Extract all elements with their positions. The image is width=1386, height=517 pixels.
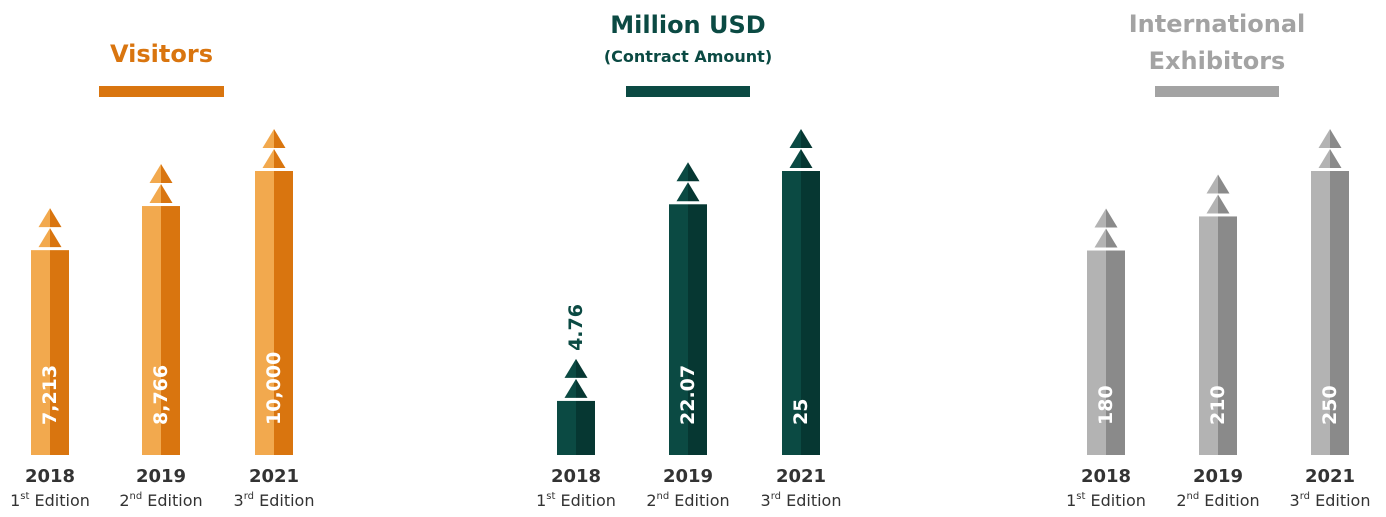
arrow-triangle	[1206, 174, 1218, 194]
arrow-triangle	[676, 162, 688, 182]
edition-label: 1st Edition	[536, 491, 616, 510]
arrow-triangle	[149, 164, 161, 184]
value-label: 25	[790, 399, 812, 425]
chart-title: International	[1129, 10, 1306, 38]
year-label: 2019	[1193, 466, 1243, 487]
arrow-triangle	[1218, 174, 1230, 194]
year-label: 2018	[25, 466, 75, 487]
bar	[688, 204, 707, 455]
bar	[50, 250, 69, 455]
edition-label: 3rd Edition	[234, 491, 315, 510]
year-label: 2021	[1305, 466, 1355, 487]
arrow-triangle	[1094, 228, 1106, 248]
arrow-triangle	[1218, 194, 1230, 214]
bar	[557, 400, 576, 455]
edition-label: 3rd Edition	[761, 491, 842, 510]
bar	[1199, 216, 1218, 455]
arrow-triangle	[262, 129, 274, 148]
edition-label: 2nd Edition	[119, 491, 202, 510]
arrow-triangle	[149, 184, 161, 204]
arrow-triangle	[1318, 149, 1330, 168]
title-underline	[1155, 86, 1279, 97]
arrow-triangle	[688, 162, 700, 182]
arrow-triangle	[1094, 208, 1106, 228]
bar	[255, 171, 274, 455]
bar	[669, 204, 688, 455]
arrow-triangle	[1330, 129, 1342, 148]
arrow-triangle	[576, 378, 588, 398]
arrow-triangle	[688, 182, 700, 202]
value-label: 8,766	[150, 365, 172, 425]
chart-title: Visitors	[110, 40, 213, 68]
value-label: 210	[1207, 385, 1229, 425]
arrow-triangle	[38, 208, 50, 228]
chart-subtitle: Exhibitors	[1149, 47, 1286, 75]
year-label: 2021	[776, 466, 826, 487]
bar	[801, 171, 820, 455]
value-label: 250	[1319, 385, 1341, 425]
arrow-triangle	[801, 129, 813, 148]
value-label: 7,213	[39, 365, 61, 425]
arrow-triangle	[274, 149, 286, 168]
bar	[274, 171, 293, 455]
chart-subtitle: (Contract Amount)	[604, 47, 772, 66]
arrow-triangle	[161, 184, 173, 204]
arrow-triangle	[1106, 228, 1118, 248]
edition-label: 2nd Edition	[1176, 491, 1259, 510]
arrow-triangle	[50, 228, 62, 248]
arrow-triangle	[676, 182, 688, 202]
arrow-triangle	[50, 208, 62, 228]
bar	[1106, 250, 1125, 455]
arrow-triangle	[1106, 208, 1118, 228]
arrow-triangle	[564, 378, 576, 398]
arrow-triangle	[161, 164, 173, 184]
year-label: 2019	[136, 466, 186, 487]
bar	[31, 250, 50, 455]
arrow-triangle	[262, 149, 274, 168]
arrow-triangle	[564, 358, 576, 378]
value-label: 4.76	[565, 304, 587, 351]
bar	[1087, 250, 1106, 455]
chart-title: Million USD	[610, 11, 765, 39]
title-underline	[99, 86, 224, 97]
bar	[1330, 171, 1349, 455]
arrow-triangle	[38, 228, 50, 248]
year-label: 2019	[663, 466, 713, 487]
title-underline	[626, 86, 750, 97]
year-label: 2021	[249, 466, 299, 487]
arrow-triangle	[1318, 129, 1330, 148]
bar	[782, 171, 801, 455]
arrow-triangle	[274, 129, 286, 148]
arrow-triangle	[789, 149, 801, 168]
edition-label: 2nd Edition	[646, 491, 729, 510]
edition-label: 3rd Edition	[1290, 491, 1371, 510]
bar	[161, 206, 180, 455]
bar	[576, 400, 595, 455]
value-label: 22.07	[677, 365, 699, 425]
bar	[142, 206, 161, 455]
arrow-triangle	[1330, 149, 1342, 168]
arrow-triangle	[789, 129, 801, 148]
bar	[1218, 216, 1237, 455]
arrow-triangle	[1206, 194, 1218, 214]
arrow-triangle	[801, 149, 813, 168]
year-label: 2018	[551, 466, 601, 487]
value-label: 10,000	[263, 352, 285, 425]
year-label: 2018	[1081, 466, 1131, 487]
bar	[1311, 171, 1330, 455]
arrow-triangle	[576, 358, 588, 378]
edition-label: 1st Edition	[1066, 491, 1146, 510]
value-label: 180	[1095, 385, 1117, 425]
edition-label: 1st Edition	[10, 491, 90, 510]
